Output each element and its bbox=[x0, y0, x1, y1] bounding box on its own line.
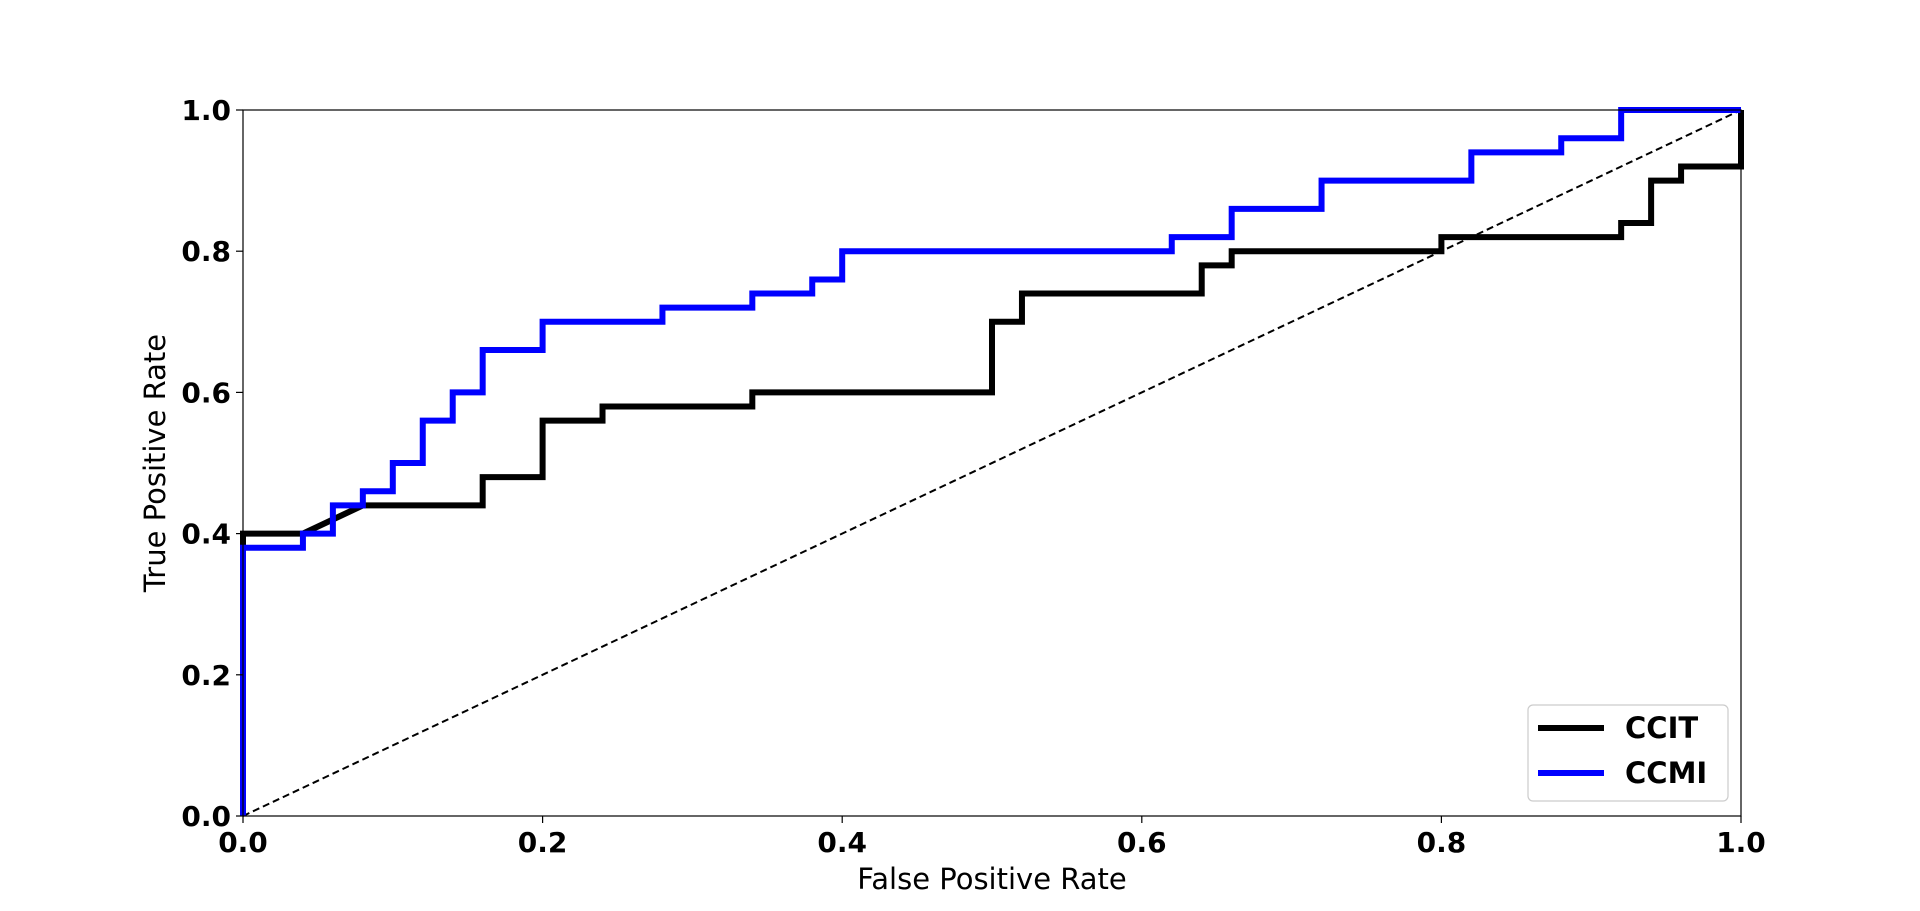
x-tick-label: 0.2 bbox=[518, 826, 568, 859]
x-tick-label: 0.4 bbox=[817, 826, 867, 859]
legend-label-ccit: CCIT bbox=[1625, 711, 1698, 745]
x-axis-ticks: 0.0 0.2 0.4 0.6 0.8 1.0 bbox=[218, 816, 1766, 859]
legend-items: CCIT CCMI bbox=[1538, 711, 1707, 790]
plot-frame bbox=[242, 109, 1742, 817]
y-tick-label: 0.4 bbox=[181, 518, 231, 551]
legend: CCIT CCMI bbox=[1527, 704, 1729, 802]
y-axis-ticks: 0.0 0.2 0.4 0.6 0.8 1.0 bbox=[181, 94, 243, 833]
x-tick-label: 0.6 bbox=[1117, 826, 1167, 859]
y-axis-label: True Positive Rate bbox=[138, 334, 172, 593]
y-tick-label: 0.2 bbox=[181, 659, 231, 692]
series-layer bbox=[240, 107, 1744, 816]
y-tick-label: 0.6 bbox=[181, 376, 231, 409]
series-line-ccmi bbox=[240, 107, 1741, 816]
y-tick-label: 0.8 bbox=[181, 235, 231, 268]
x-tick-label: 0.8 bbox=[1417, 826, 1467, 859]
x-tick-label: 0.0 bbox=[218, 826, 268, 859]
y-tick-label: 0.0 bbox=[181, 800, 231, 833]
y-tick-label: 1.0 bbox=[181, 94, 231, 127]
plot-area bbox=[240, 107, 1744, 817]
x-axis-label: False Positive Rate bbox=[857, 862, 1127, 896]
legend-label-ccmi: CCMI bbox=[1625, 756, 1707, 790]
series-line-ccit bbox=[240, 110, 1744, 816]
diagonal-reference-line bbox=[242, 109, 1742, 817]
x-tick-label: 1.0 bbox=[1716, 826, 1766, 859]
